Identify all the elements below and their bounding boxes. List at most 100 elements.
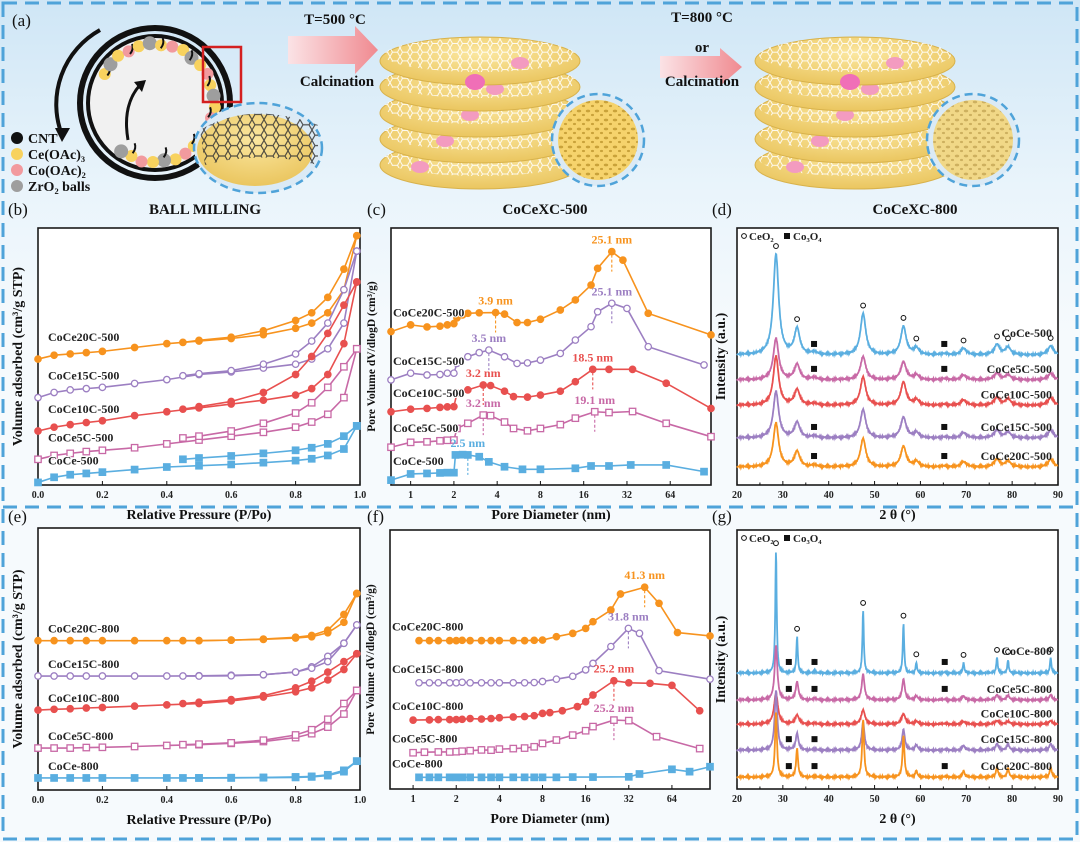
y-axis-label: Intensity (a.u.) <box>714 312 729 400</box>
cnt-strand <box>129 43 134 55</box>
co3o4-peak-marker-icon <box>941 365 948 372</box>
data-point-open-square <box>66 744 75 752</box>
data-point-open-square <box>179 740 187 749</box>
data-point-filled-square <box>130 774 139 782</box>
data-point-filled-circle <box>323 293 332 302</box>
step2-temperature: T=800 °C <box>671 10 733 26</box>
data-point-filled-square <box>552 773 561 782</box>
data-point-open-square <box>487 746 495 755</box>
data-point-filled-square <box>520 773 529 782</box>
data-point-open-square <box>323 723 332 731</box>
data-point-open-circle <box>453 359 461 368</box>
ceo2-peak-marker-icon <box>960 337 967 344</box>
x-tick-label: 90 <box>1053 490 1063 501</box>
co3o4-legend-icon <box>784 535 790 541</box>
data-point-open-square <box>624 716 633 725</box>
data-point-open-circle <box>495 678 504 687</box>
y-axis-label: Intensity (a.u.) <box>714 615 729 703</box>
cnt-strand <box>188 49 194 61</box>
data-point-open-square <box>477 746 486 754</box>
data-point-filled-circle <box>291 370 300 379</box>
data-point-filled-square <box>415 773 423 782</box>
data-point-open-square <box>387 443 395 452</box>
data-point-open-circle <box>307 337 316 345</box>
data-point-filled-circle <box>475 308 484 317</box>
data-point-filled-circle <box>82 704 91 712</box>
diffraction-pattern <box>736 552 1059 678</box>
co3o4-peak-marker-icon <box>811 365 818 372</box>
data-point-filled-circle <box>571 296 580 304</box>
x-axis-label: Pore Diameter (nm) <box>490 812 610 827</box>
data-point-filled-circle <box>307 683 316 692</box>
chart-panel-f: (f) 1 2 4 8 16 32 64 Pore Diameter (nm) Pore Volu… <box>365 507 714 827</box>
data-point-filled-circle <box>66 704 75 713</box>
data-point-filled-square <box>307 443 316 452</box>
data-point-filled-square <box>259 773 268 782</box>
data-point-filled-circle <box>227 397 236 406</box>
series-CoCe5C-800: CoCe5C-800 <box>391 716 704 757</box>
data-point-filled-circle <box>545 708 554 717</box>
data-point-open-square <box>323 715 332 724</box>
series-label: CoCe-800 <box>48 759 99 773</box>
data-point-open-circle <box>82 672 91 680</box>
data-point-open-square <box>434 748 443 756</box>
data-point-open-circle <box>66 672 75 680</box>
ceo2-peak-marker-icon <box>900 612 907 619</box>
data-point-filled-circle <box>695 706 704 715</box>
cobalt-particle-large <box>840 74 860 90</box>
legend-ceo2: CeO₂ <box>749 533 774 545</box>
data-point-open-circle <box>607 642 615 651</box>
data-point-filled-circle <box>571 377 580 386</box>
data-point-open-square <box>259 736 268 745</box>
data-point-open-circle <box>415 678 423 687</box>
data-point-filled-circle <box>581 697 590 706</box>
peak-annotation: 25.1 nm <box>591 284 632 298</box>
co3o4-peak-marker-icon <box>811 453 818 460</box>
data-point-filled-circle <box>495 636 504 645</box>
series-label: CoCe-500 <box>1001 326 1052 340</box>
step1-temperature: T=500 °C <box>304 12 366 28</box>
data-point-filled-circle <box>340 265 348 273</box>
data-point-open-circle <box>434 678 443 687</box>
data-point-filled-circle <box>98 416 107 425</box>
legend-item-label: Co(OAc)₂ <box>28 164 86 179</box>
data-point-open-circle <box>706 675 714 684</box>
x-tick-label: 2 <box>451 490 456 501</box>
ceo2-peak-marker-icon <box>994 333 1000 340</box>
chart-panel-e: (e) 0.0 0.2 0.4 0.6 0.8 1.0 Relative Pressure (… <box>8 507 366 828</box>
data-point-filled-square <box>259 458 268 467</box>
data-point-filled-circle <box>195 336 203 345</box>
data-point-filled-square <box>195 461 203 470</box>
series-CoCe15C-500: CoCe15C-500 <box>387 299 708 384</box>
data-point-open-circle <box>556 349 565 358</box>
series-CoCe20C-500: CoCe20C-500 <box>387 247 715 339</box>
plot-area <box>736 529 1059 790</box>
chart-panel-c: (c) 1 2 4 8 16 32 64 Pore Diameter (nm) Pore Volu… <box>366 200 715 523</box>
series-CoCe20C-800: CoCe20C-800 <box>736 712 1059 782</box>
data-point-open-square <box>130 443 139 452</box>
data-point-open-square <box>662 419 671 428</box>
data-point-filled-circle <box>450 319 458 328</box>
data-point-filled-circle <box>98 703 107 712</box>
data-point-open-square <box>323 410 332 419</box>
data-point-filled-circle <box>588 365 597 374</box>
data-point-open-circle <box>530 678 539 687</box>
data-point-open-circle <box>50 672 58 680</box>
cnt-strand <box>191 133 196 145</box>
data-point-open-circle <box>458 678 467 687</box>
data-point-filled-square <box>82 469 91 478</box>
data-point-open-square <box>652 732 661 741</box>
data-point-open-circle <box>195 672 203 680</box>
mill-particle <box>114 144 129 159</box>
data-point-filled-circle <box>589 617 597 626</box>
data-point-filled-square <box>662 461 671 469</box>
data-point-filled-square <box>227 773 236 782</box>
data-point-filled-square <box>340 766 348 775</box>
x-tick-label: 64 <box>665 490 675 501</box>
data-point-open-square <box>463 419 472 428</box>
data-point-filled-square <box>626 461 635 469</box>
series-label: CoCe20C-500 <box>48 330 119 344</box>
data-point-filled-circle <box>34 706 42 714</box>
cobalt-particle <box>886 57 904 69</box>
peak-annotation: 2.5 nm <box>450 436 485 450</box>
